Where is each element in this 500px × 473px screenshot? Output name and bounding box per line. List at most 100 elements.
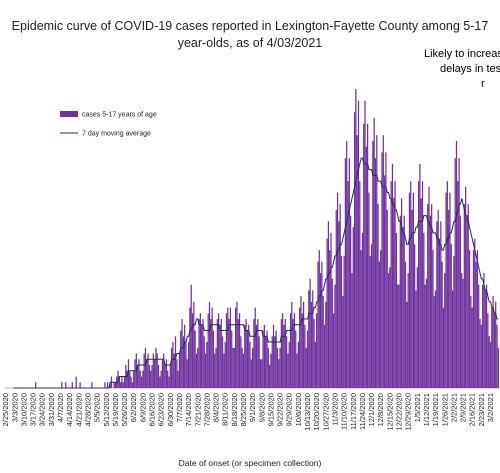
bar: [225, 313, 228, 388]
bar: [304, 324, 306, 388]
x-tick-label: 3/24/2020: [38, 393, 47, 426]
bar: [210, 319, 212, 388]
bar: [104, 382, 106, 388]
x-tick-label: 9/29/2020: [285, 393, 294, 426]
bar: [266, 330, 268, 388]
bar: [445, 192, 447, 388]
bar: [306, 330, 309, 388]
bar: [127, 359, 130, 388]
bar: [421, 181, 424, 388]
bar: [457, 181, 459, 388]
bar: [467, 204, 469, 388]
bar: [333, 313, 335, 388]
bar: [361, 232, 364, 388]
bar: [106, 382, 109, 388]
bar: [296, 353, 298, 388]
bar: [484, 290, 486, 388]
bar: [151, 365, 153, 388]
bar: [181, 319, 183, 388]
bar: [343, 255, 345, 388]
bar: [223, 353, 225, 388]
bar: [185, 342, 187, 388]
bar: [228, 319, 230, 388]
bar: [342, 296, 344, 388]
bar: [155, 347, 157, 388]
bar: [248, 324, 250, 388]
bar: [295, 330, 297, 388]
x-tick-label: 4/21/2020: [74, 393, 83, 426]
x-tick-label: 12/1/2020: [367, 393, 376, 426]
bar: [416, 267, 418, 388]
x-tick-label: 10/6/2020: [294, 393, 303, 426]
bar: [224, 342, 226, 388]
bar: [140, 376, 143, 388]
bar: [283, 324, 285, 388]
bar: [133, 370, 135, 388]
bar: [197, 347, 199, 388]
bar: [259, 359, 262, 388]
bar: [113, 382, 115, 388]
bar: [178, 353, 181, 388]
x-axis-label: Date of onset (or specimen collection): [179, 458, 322, 468]
bar: [291, 301, 293, 388]
bar: [458, 158, 460, 388]
bar: [65, 382, 67, 388]
bar: [406, 301, 408, 388]
bar: [487, 313, 489, 388]
x-tick-label: 8/11/2020: [221, 393, 230, 426]
bar: [344, 158, 347, 388]
x-tick-label: 3/17/2020: [29, 393, 38, 426]
bar: [159, 376, 161, 388]
bar: [412, 192, 414, 388]
bar: [436, 221, 438, 388]
bar: [485, 284, 488, 388]
bar: [193, 301, 195, 388]
bar: [129, 370, 131, 388]
x-tick-label: 8/4/2020: [212, 393, 221, 422]
bar: [272, 324, 275, 388]
bar: [370, 244, 373, 388]
bar: [420, 198, 422, 388]
bar: [161, 359, 164, 388]
bar: [372, 140, 374, 388]
bar: [288, 342, 290, 388]
bar: [424, 284, 426, 388]
bar: [270, 353, 272, 388]
bar: [257, 319, 259, 388]
bar: [160, 370, 162, 388]
bar: [368, 192, 370, 388]
bar: [470, 296, 472, 388]
bar: [198, 319, 200, 388]
legend-label: 7 day moving average: [82, 131, 151, 138]
x-tick-label: 9/15/2020: [266, 393, 275, 426]
x-tick-label: 9/8/2020: [257, 393, 266, 422]
bar: [357, 100, 360, 389]
bar: [478, 284, 480, 388]
bar: [280, 319, 282, 388]
bar: [163, 353, 165, 388]
legend-swatch: [60, 111, 78, 117]
bar: [274, 336, 276, 388]
bar: [245, 319, 247, 388]
bar: [271, 336, 273, 388]
x-tick-label: 4/28/2020: [83, 393, 92, 426]
annotation: Likely to increas: [424, 48, 500, 60]
bar: [144, 347, 147, 388]
bar: [346, 140, 348, 388]
bar: [402, 227, 404, 388]
bar: [109, 382, 111, 388]
x-tick-label: 5/26/2020: [120, 393, 129, 426]
bar: [61, 382, 63, 388]
bar: [489, 342, 492, 388]
bar: [373, 117, 375, 389]
bar: [432, 250, 434, 388]
bar: [317, 261, 319, 388]
bar: [442, 307, 445, 388]
bar: [250, 359, 252, 388]
bar: [400, 198, 403, 388]
bar: [121, 376, 123, 388]
bar: [201, 324, 203, 388]
bar: [299, 307, 301, 388]
bar: [285, 336, 288, 388]
bar: [398, 284, 400, 388]
